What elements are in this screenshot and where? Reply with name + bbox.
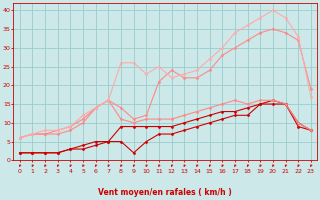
X-axis label: Vent moyen/en rafales ( km/h ): Vent moyen/en rafales ( km/h ) [99,188,232,197]
